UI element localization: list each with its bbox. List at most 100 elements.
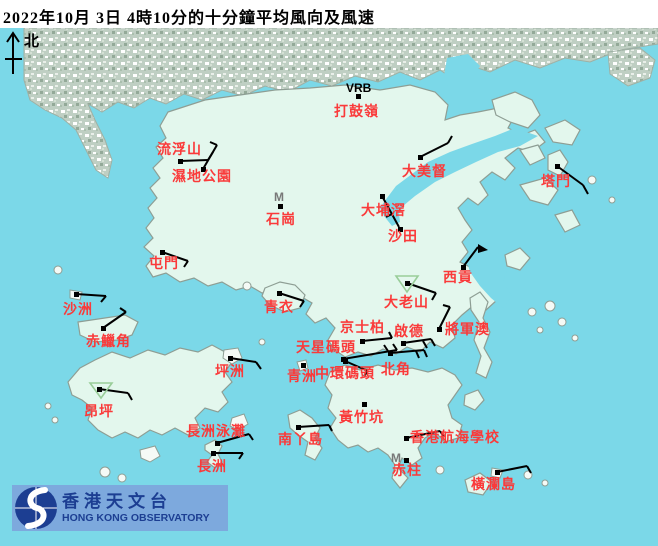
hko-emblem-icon [15, 487, 57, 529]
station-label-sha-tin: 沙田 [388, 229, 418, 245]
wind-barb-tuen-mun [161, 251, 189, 262]
station-label-tates-cairn: 大老山 [384, 294, 429, 311]
land-new-territories [143, 84, 546, 358]
station-label-tseung-kwan-o: 將軍澳 [445, 321, 490, 338]
wind-barb-sai-kung [462, 246, 479, 268]
wind-barb-wetland-park [202, 144, 218, 170]
station-label-kings-park: 京士柏 [340, 319, 385, 336]
station-label-tsing-yi: 青衣 [264, 299, 294, 316]
wind-barb-lamma-island [328, 424, 333, 432]
station-dot-stanley [404, 458, 409, 463]
starling-inlet [444, 54, 480, 110]
tolo-harbour [380, 128, 538, 226]
station-dot-central-pier [343, 359, 348, 364]
station-dot-cheung-chau [211, 451, 216, 456]
station-dot-sha-tin [398, 227, 403, 232]
triangle-marker-ngong-ping [88, 382, 114, 400]
station-dot-lamma-island [296, 425, 301, 430]
wind-barb-lamma-island [297, 424, 330, 428]
station-label-tai-po-kau: 大埔滘 [361, 202, 406, 219]
station-label-lamma-island: 南丫島 [278, 431, 323, 448]
station-label-shek-kong: 石崗 [265, 211, 296, 228]
station-dot-tsing-yi [277, 291, 282, 296]
wind-barb-tsing-yi [299, 300, 305, 308]
station-dot-sha-chau [74, 292, 79, 297]
wind-barb-kings-park [361, 337, 393, 342]
wind-barb-lau-fau-shan [179, 159, 209, 162]
station-label-lau-fau-shan: 流浮山 [157, 141, 202, 158]
urban-area-shenzhen [23, 27, 658, 179]
wind-barb-cheung-chau-beach [216, 433, 250, 444]
wind-barb-tai-mei-tuk [419, 142, 449, 158]
station-dot-tuen-mun [160, 250, 165, 255]
station-dot-tap-mun [555, 164, 560, 169]
station-dot-chek-lap-kok [101, 326, 106, 331]
station-label-tap-mun: 塔門 [541, 173, 571, 190]
triangle-marker-tates-cairn [394, 275, 420, 294]
station-label-ta-kwu-ling: 打鼓嶺 [334, 103, 379, 120]
wind-barb-sea-school [439, 430, 445, 438]
wind-barb-tap-mun [582, 184, 589, 195]
station-dot-wetland-park [201, 167, 206, 172]
wind-barb-north-point [415, 350, 420, 359]
water-inlets [380, 54, 538, 308]
wind-barb-kai-tak [430, 338, 436, 347]
station-label-stanley: 赤柱 [392, 462, 422, 479]
wind-barb-star-ferry-pier [383, 344, 389, 352]
wind-barb-tai-po-kau [385, 213, 393, 218]
wind-barb-ngong-ping [98, 388, 129, 394]
logo-name-en: HONG KONG OBSERVATORY [62, 511, 210, 524]
station-label-chek-lap-kok: 赤鱲角 [86, 333, 131, 350]
wind-barb-ngong-ping [127, 392, 133, 401]
wind-barb-tap-mun [556, 165, 584, 186]
wind-barb-sha-chau [75, 293, 107, 297]
wind-barb-peng-chau [255, 361, 262, 370]
station-label-sea-school: 香港航海學校 [409, 429, 500, 446]
wind-barb-waglan-island [526, 465, 532, 474]
station-label-star-ferry-pier: 天星碼頭 [296, 340, 356, 356]
station-dot-ta-kwu-ling [356, 94, 361, 99]
hko-logo-banner: 香港天文台 HONG KONG OBSERVATORY [12, 485, 228, 531]
land-tsing-yi [261, 281, 306, 313]
station-dot-tseung-kwan-o [437, 327, 442, 332]
station-mark-shek-kong: M [274, 190, 284, 204]
land-airport [77, 314, 139, 343]
north-arrow-label: 北 [24, 33, 39, 50]
wind-barb-tsing-yi [278, 292, 305, 302]
station-label-peng-chau: 坪洲 [215, 364, 245, 380]
wind-barb-chek-lap-kok [102, 311, 127, 329]
station-label-north-point: 北角 [381, 361, 411, 378]
station-dot-cheung-chau-beach [215, 441, 220, 446]
station-label-waglan-island: 橫瀾島 [471, 476, 516, 493]
station-label-tuen-mun: 屯門 [149, 255, 179, 272]
station-label-central-pier: 中環碼頭 [315, 365, 375, 382]
wind-barb-tseung-kwan-o [438, 306, 451, 330]
wind-barb-north-point [389, 349, 425, 354]
wind-barb-tai-mei-tuk [447, 135, 453, 144]
wind-barb-tai-po-kau [381, 195, 400, 228]
station-label-cheung-chau: 長洲 [197, 459, 227, 475]
wind-barb-peng-chau [229, 357, 257, 363]
wind-barb-sea-school [405, 430, 441, 439]
wind-barb-central-pier [344, 360, 369, 372]
station-dot-tai-mei-tuk [418, 155, 423, 160]
land-lamma [287, 409, 323, 461]
wind-barb-kai-tak [422, 340, 428, 349]
station-dot-sai-kung [461, 265, 466, 270]
land-masses [67, 84, 581, 496]
north-arrow [5, 31, 22, 74]
wind-flag-sai-kung [478, 244, 488, 253]
station-dot-green-island [301, 363, 306, 368]
station-mark-stanley: M [391, 451, 401, 465]
land-hk-island [324, 364, 463, 489]
station-dot-tates-cairn [405, 281, 410, 286]
station-dot-tai-po-kau [380, 194, 385, 199]
station-label-kai-tak: 啟德 [394, 323, 424, 340]
wind-barb-tuen-mun [183, 260, 189, 268]
wind-barb-kings-park [388, 331, 393, 339]
wind-barb-cheung-chau-beach [248, 433, 254, 441]
wind-barb-north-point [423, 349, 428, 358]
land-lantau [67, 344, 233, 439]
